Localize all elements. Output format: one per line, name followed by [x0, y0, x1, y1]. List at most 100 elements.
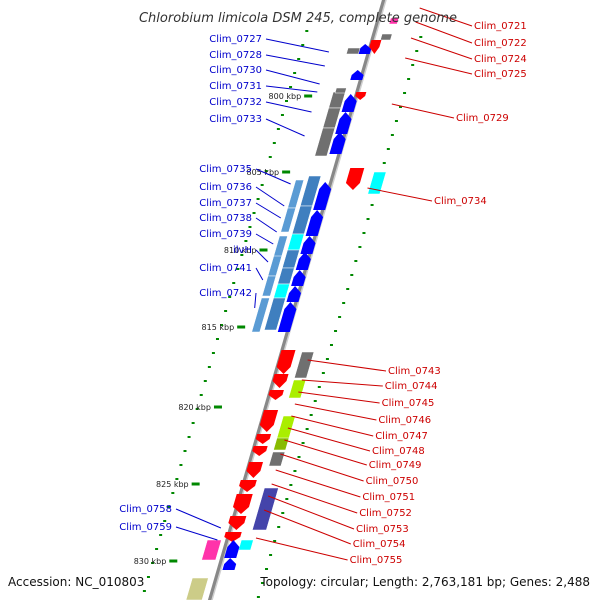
- gene-label-clim_0747[interactable]: Clim_0747: [375, 431, 428, 442]
- rail-dot: [232, 282, 236, 284]
- rail-dot: [187, 436, 191, 438]
- gene-label-clim_0731[interactable]: Clim_0731: [209, 81, 262, 92]
- leader-line: [255, 267, 264, 281]
- gene-label-clim_0730[interactable]: Clim_0730: [209, 65, 262, 76]
- rail-dot: [277, 526, 281, 528]
- accession-text: Accession: NC_010803: [8, 575, 144, 589]
- gene-label-clim_0754[interactable]: Clim_0754: [353, 539, 406, 550]
- gene-label-clim_0741[interactable]: Clim_0741: [199, 263, 252, 274]
- gene-label-clim_0751[interactable]: Clim_0751: [362, 492, 415, 503]
- rail-dot: [285, 100, 288, 102]
- gene-label-clim_0752[interactable]: Clim_0752: [359, 508, 412, 519]
- scale-tick-label: 825 kbp: [156, 480, 189, 489]
- gene-label-clim_0750[interactable]: Clim_0750: [366, 476, 419, 487]
- leader-line: [291, 415, 374, 437]
- gene-label-clim_0742[interactable]: Clim_0742: [199, 288, 252, 299]
- gene-label-clim_0734[interactable]: Clim_0734: [434, 196, 487, 207]
- gene-label-clim_0724[interactable]: Clim_0724: [474, 54, 527, 65]
- rail-dot: [268, 156, 272, 158]
- rail-dot: [350, 274, 354, 276]
- blast-hit-bar: [251, 297, 270, 333]
- rail-dot: [236, 268, 240, 270]
- rail-dot: [265, 568, 269, 570]
- reverse-cds-arrow: [350, 70, 364, 80]
- forward-cds-arrow: [239, 480, 257, 492]
- rail-dot: [171, 492, 175, 494]
- gene-label-clim_0735[interactable]: Clim_0735: [199, 164, 252, 175]
- gene-label-clim_0729[interactable]: Clim_0729: [456, 113, 509, 124]
- gene-label-clim_0755[interactable]: Clim_0755: [350, 555, 403, 566]
- blast-hit-bar: [268, 451, 286, 467]
- rail-dot: [260, 184, 264, 186]
- forward-cds-arrow: [272, 374, 289, 388]
- leader-line: [255, 233, 274, 245]
- rail-dot: [273, 540, 277, 542]
- rail-dot: [301, 442, 305, 444]
- reverse-cds-arrow: [305, 210, 324, 236]
- rail-dot: [215, 338, 219, 340]
- scale-tick-label: 805 kbp: [247, 168, 280, 177]
- rail-dot: [220, 324, 224, 326]
- rail-dot: [289, 484, 293, 486]
- rail-dot: [199, 394, 203, 396]
- leader-line: [254, 292, 257, 309]
- rail-dot: [191, 422, 195, 424]
- rail-dot: [244, 240, 248, 242]
- rail-dot: [272, 142, 276, 144]
- map-layer: 800 kbp 805 kbp 810 kbp 815 kbp 820 kbp 825 k…: [119, 0, 527, 600]
- gene-label-clim_0758[interactable]: Clim_0758: [119, 504, 172, 515]
- rail-dot: [354, 260, 358, 262]
- gene-label-clim_0745[interactable]: Clim_0745: [382, 398, 435, 409]
- gene-label-clim_0725[interactable]: Clim_0725: [474, 69, 527, 80]
- gene-label-clim_0736[interactable]: Clim_0736: [199, 182, 252, 193]
- reverse-cds-arrow: [313, 182, 332, 210]
- rail-dot: [269, 554, 273, 556]
- gene-label-clim_0759[interactable]: Clim_0759: [119, 522, 172, 533]
- rail-dot: [305, 30, 309, 32]
- leader-line: [255, 202, 282, 219]
- leader-line: [391, 103, 455, 119]
- topology-text: Topology: circular; Length: 2,763,181 bp…: [259, 575, 590, 589]
- leader-line: [405, 57, 473, 75]
- forward-cds-arrow: [232, 494, 253, 514]
- gene-label-clim_0727[interactable]: Clim_0727: [209, 34, 262, 45]
- blast-hit-bar: [388, 17, 400, 25]
- rail-dot: [297, 456, 301, 458]
- forward-cds-arrow: [255, 434, 272, 444]
- leader-line: [267, 495, 355, 530]
- gene-label-clim_0722[interactable]: Clim_0722: [474, 38, 527, 49]
- leader-line: [307, 359, 387, 372]
- leader-line: [263, 509, 351, 545]
- leader-line: [415, 21, 473, 44]
- gene-label-clim_0753[interactable]: Clim_0753: [356, 524, 409, 535]
- gene-label-clim_0739[interactable]: Clim_0739: [199, 229, 252, 240]
- rail-dot: [415, 50, 419, 52]
- leader-line: [410, 37, 473, 60]
- rail-dot: [399, 106, 402, 108]
- gene-label-clim_0743[interactable]: Clim_0743: [388, 366, 441, 377]
- gene-label-clim_0732[interactable]: Clim_0732: [209, 97, 262, 108]
- gene-label-clim_0738[interactable]: Clim_0738: [199, 213, 252, 224]
- rail-dot: [403, 92, 407, 94]
- leader-line: [265, 101, 312, 113]
- gene-label-clim_0748[interactable]: Clim_0748: [372, 446, 425, 457]
- map-title: Chlorobium limicola DSM 245, complete ge…: [139, 11, 457, 26]
- rail-dot: [411, 64, 415, 66]
- rail-dot: [159, 534, 163, 536]
- gene-label-clim_0744[interactable]: Clim_0744: [385, 381, 438, 392]
- leader-line: [298, 391, 380, 404]
- forward-cds-arrow: [345, 168, 365, 190]
- rail-dot: [260, 582, 264, 584]
- leader-line: [175, 526, 218, 541]
- gene-label-ilvh[interactable]: ilvH: [233, 245, 252, 256]
- gene-label-clim_0749[interactable]: Clim_0749: [369, 460, 422, 471]
- gene-label-clim_0728[interactable]: Clim_0728: [209, 50, 262, 61]
- gene-label-clim_0737[interactable]: Clim_0737: [199, 198, 252, 209]
- gene-label-clim_0733[interactable]: Clim_0733: [209, 114, 262, 125]
- gene-label-clim_0721[interactable]: Clim_0721: [474, 21, 527, 32]
- gene-label-clim_0746[interactable]: Clim_0746: [378, 415, 431, 426]
- blast-hit-bar: [261, 275, 277, 297]
- blast-hit-bar: [281, 249, 300, 269]
- rail-dot: [346, 288, 350, 290]
- rail-dot: [240, 254, 244, 256]
